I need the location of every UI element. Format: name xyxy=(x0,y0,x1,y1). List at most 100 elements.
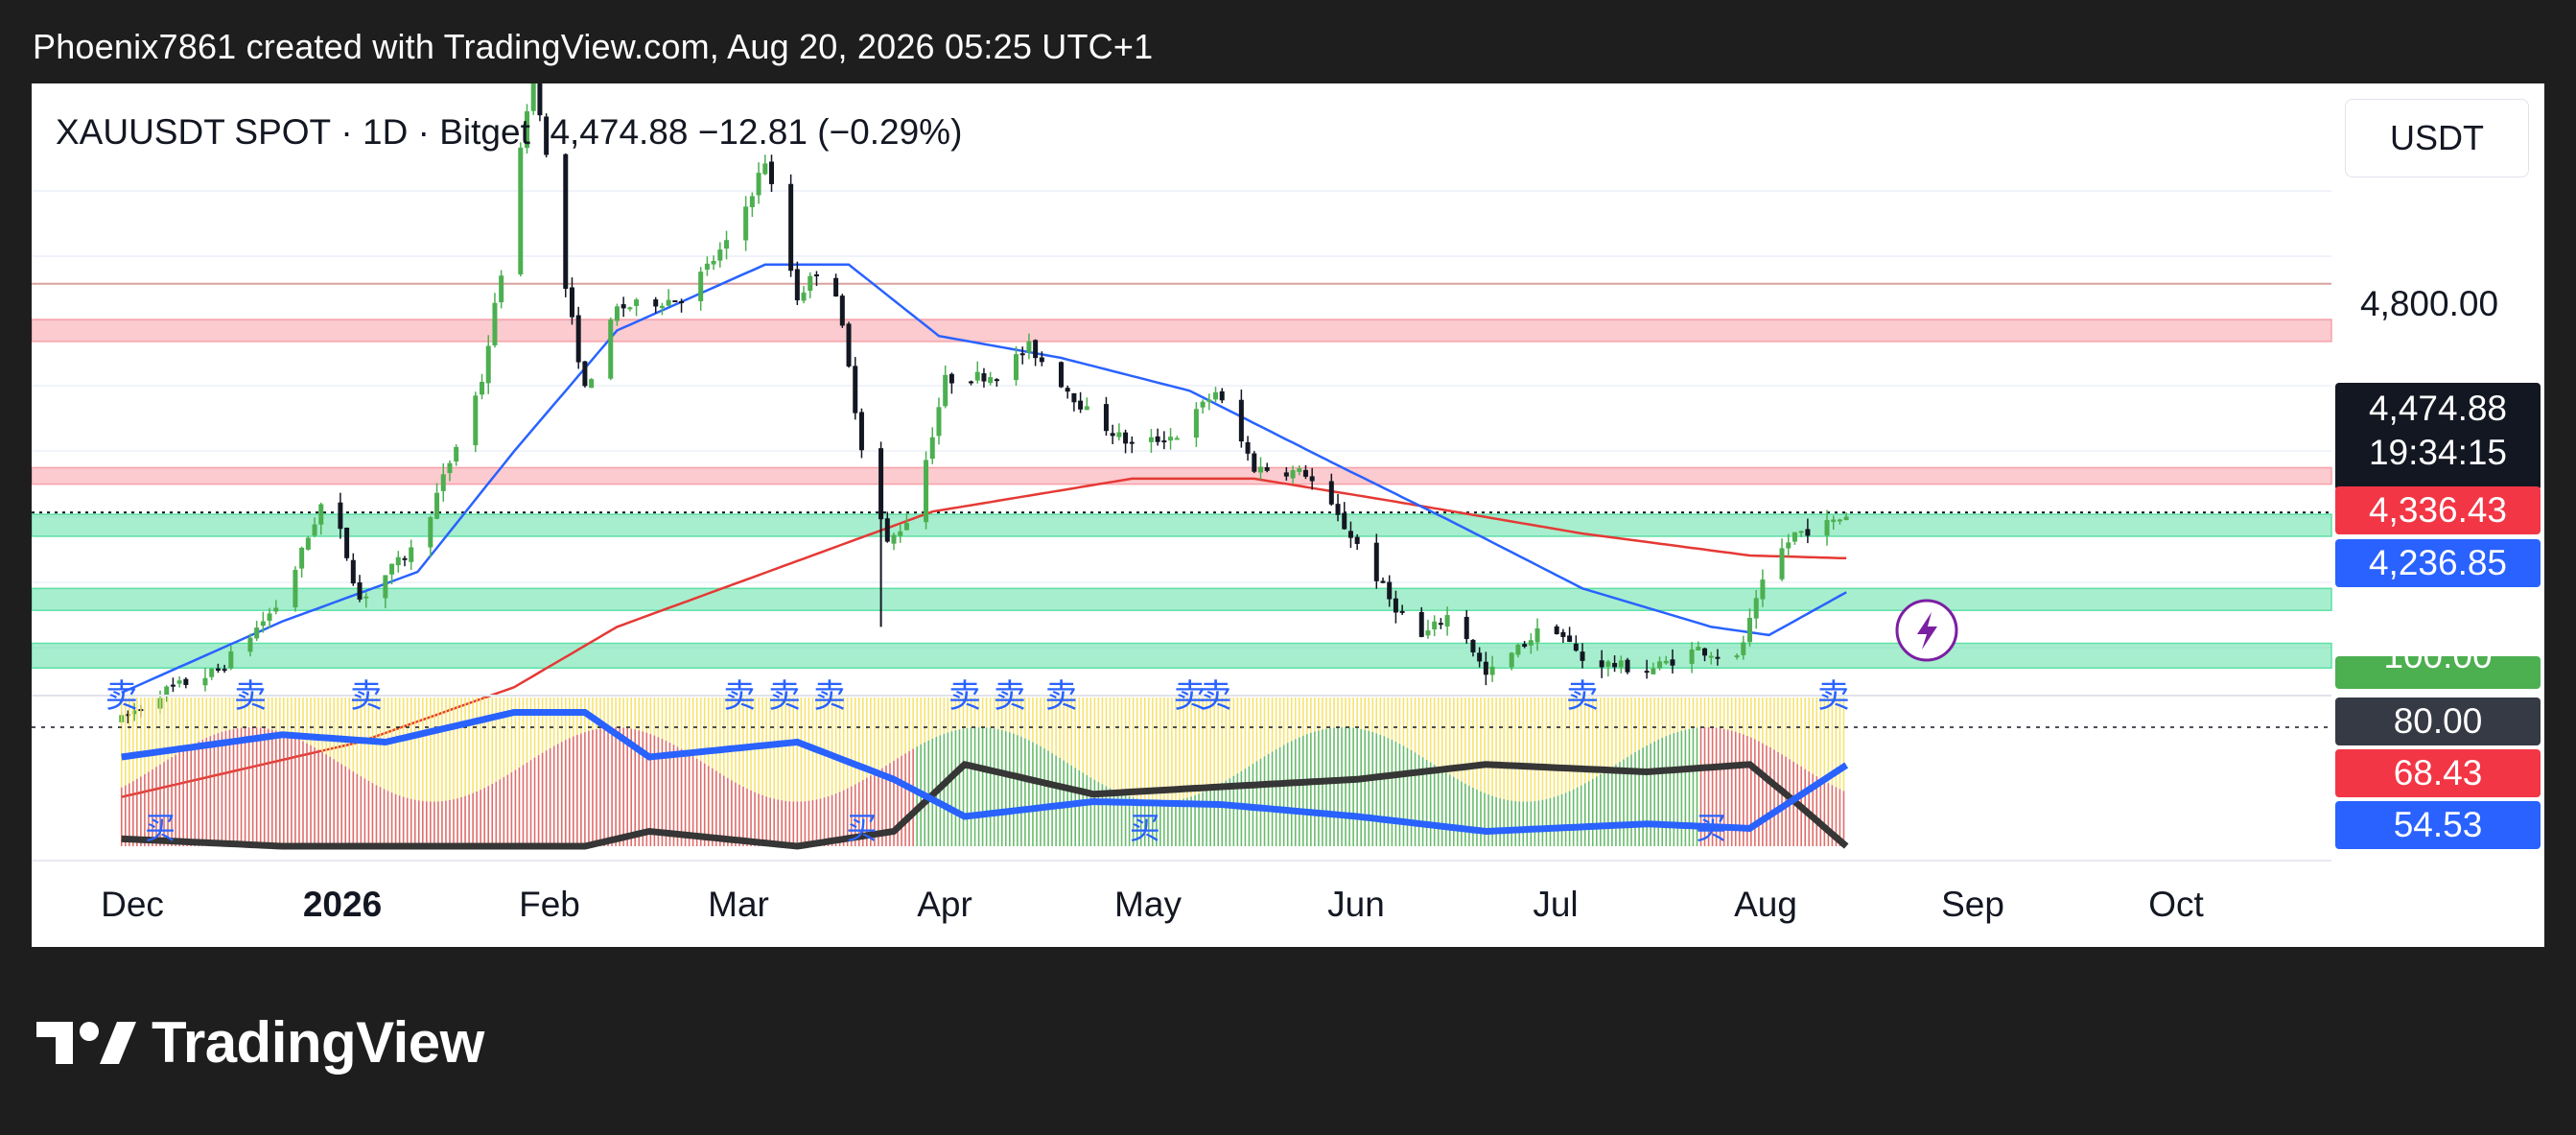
candle-body[interactable] xyxy=(1425,630,1431,636)
candle-body[interactable] xyxy=(981,373,987,382)
candle-body[interactable] xyxy=(743,206,749,241)
ma-blue-line[interactable] xyxy=(121,263,1847,695)
candle-body[interactable] xyxy=(525,110,529,149)
candle-body[interactable] xyxy=(634,299,640,306)
candle-body[interactable] xyxy=(1297,468,1302,472)
candle-body[interactable] xyxy=(659,305,665,308)
candle-body[interactable] xyxy=(1805,529,1811,536)
candle-body[interactable] xyxy=(1328,481,1334,505)
candle-body[interactable] xyxy=(228,650,234,669)
candle-body[interactable] xyxy=(473,395,479,446)
candle-body[interactable] xyxy=(1644,671,1650,674)
sell-signal-marker[interactable]: 卖 xyxy=(994,677,1026,716)
candle-body[interactable] xyxy=(846,323,852,367)
candle-body[interactable] xyxy=(350,559,356,584)
candle-body[interactable] xyxy=(666,299,671,306)
candle-body[interactable] xyxy=(447,462,453,474)
candle-body[interactable] xyxy=(1373,542,1379,581)
candle-body[interactable] xyxy=(440,474,446,491)
chart-frame[interactable]: 卖卖卖卖卖卖卖卖卖卖卖卖卖买买买买 XAUUSDT SPOT · 1D · Bi… xyxy=(32,83,2544,947)
buy-signal-marker[interactable]: 买 xyxy=(145,810,176,846)
candle-body[interactable] xyxy=(299,547,305,569)
candle-body[interactable] xyxy=(1347,531,1353,538)
sell-signal-marker[interactable]: 卖 xyxy=(105,677,138,716)
candle-body[interactable] xyxy=(1708,655,1714,658)
candle-body[interactable] xyxy=(1489,666,1495,675)
candle-body[interactable] xyxy=(499,275,504,303)
candle-body[interactable] xyxy=(164,686,170,697)
candle-body[interactable] xyxy=(903,523,909,531)
candle-body[interactable] xyxy=(1528,640,1534,646)
candle-body[interactable] xyxy=(312,524,317,536)
candle-body[interactable] xyxy=(1786,542,1791,549)
candle-body[interactable] xyxy=(1342,512,1347,530)
candle-body[interactable] xyxy=(1039,357,1044,363)
candle-body[interactable] xyxy=(1791,532,1797,542)
candle-body[interactable] xyxy=(1741,642,1746,655)
candle-body[interactable] xyxy=(1155,436,1160,442)
candle-body[interactable] xyxy=(537,83,543,116)
tradingview-brand[interactable]: TradingView xyxy=(36,1009,484,1076)
price-chart[interactable]: 卖卖卖卖卖卖卖卖卖卖卖卖卖买买买买 xyxy=(32,83,2544,947)
candle-body[interactable] xyxy=(383,575,388,599)
candle-body[interactable] xyxy=(769,161,774,184)
candle-body[interactable] xyxy=(1252,453,1257,472)
candle-body[interactable] xyxy=(853,366,858,414)
candle-body[interactable] xyxy=(858,412,864,451)
candle-body[interactable] xyxy=(1065,388,1070,392)
candle-body[interactable] xyxy=(125,714,130,717)
candle-body[interactable] xyxy=(1213,391,1219,400)
candle-body[interactable] xyxy=(454,446,459,461)
candle-body[interactable] xyxy=(569,287,574,318)
sell-signal-marker[interactable]: 卖 xyxy=(234,677,267,716)
sell-signal-marker[interactable]: 卖 xyxy=(948,677,981,716)
candle-body[interactable] xyxy=(1753,598,1759,619)
candle-body[interactable] xyxy=(1148,437,1154,442)
candle-body[interactable] xyxy=(1033,340,1039,359)
candle-body[interactable] xyxy=(929,437,935,460)
candle-body[interactable] xyxy=(1438,623,1443,626)
candle-body[interactable] xyxy=(1618,660,1624,668)
candle-body[interactable] xyxy=(1245,441,1251,454)
candle-body[interactable] xyxy=(1670,659,1675,666)
osc-blue-line[interactable] xyxy=(121,709,1849,836)
candle-body[interactable] xyxy=(1779,548,1785,579)
candle-body[interactable] xyxy=(1103,404,1109,432)
candle-body[interactable] xyxy=(621,304,626,309)
candle-body[interactable] xyxy=(839,296,845,326)
candle-body[interactable] xyxy=(943,374,948,407)
candle-body[interactable] xyxy=(672,300,678,303)
candle-body[interactable] xyxy=(1432,621,1438,630)
candle-body[interactable] xyxy=(1110,433,1115,437)
candle-body[interactable] xyxy=(1026,341,1032,353)
candle-body[interactable] xyxy=(1509,652,1514,668)
candle-body[interactable] xyxy=(1444,615,1450,627)
candle-body[interactable] xyxy=(801,292,807,301)
candle-body[interactable] xyxy=(1612,663,1618,668)
candle-body[interactable] xyxy=(974,371,980,381)
candle-body[interactable] xyxy=(338,502,343,530)
candle-body[interactable] xyxy=(1696,647,1701,650)
candle-body[interactable] xyxy=(395,556,401,566)
candle-body[interactable] xyxy=(183,678,189,685)
candle-body[interactable] xyxy=(614,306,620,321)
candle-body[interactable] xyxy=(1309,476,1315,482)
candle-body[interactable] xyxy=(794,269,800,300)
candle-body[interactable] xyxy=(170,684,176,687)
candle-body[interactable] xyxy=(717,249,723,261)
candle-body[interactable] xyxy=(884,518,890,542)
candle-body[interactable] xyxy=(994,379,999,382)
candle-body[interactable] xyxy=(1580,651,1585,661)
candle-body[interactable] xyxy=(1123,432,1129,444)
candle-body[interactable] xyxy=(1161,440,1167,443)
candle-body[interactable] xyxy=(1418,611,1424,637)
candle-body[interactable] xyxy=(363,596,369,599)
candle-body[interactable] xyxy=(485,345,491,384)
candle-body[interactable] xyxy=(1238,399,1244,442)
candle-body[interactable] xyxy=(711,260,716,265)
candle-body[interactable] xyxy=(627,307,633,310)
candle-body[interactable] xyxy=(1599,660,1604,668)
candle-body[interactable] xyxy=(762,163,768,175)
candle-body[interactable] xyxy=(492,302,498,345)
candle-body[interactable] xyxy=(808,275,813,292)
